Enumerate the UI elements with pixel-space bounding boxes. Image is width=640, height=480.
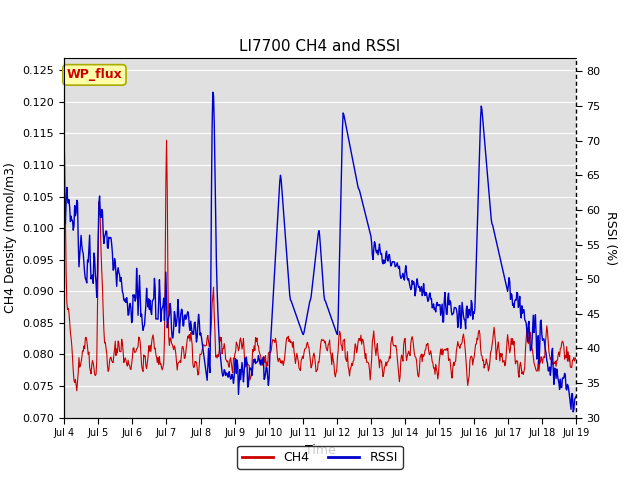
Y-axis label: RSSI (%): RSSI (%) [604, 211, 617, 264]
X-axis label: Time: Time [305, 444, 335, 456]
Legend: CH4, RSSI: CH4, RSSI [237, 446, 403, 469]
Title: LI7700 CH4 and RSSI: LI7700 CH4 and RSSI [239, 39, 401, 54]
Text: WP_flux: WP_flux [67, 68, 122, 82]
Y-axis label: CH4 Density (mmol/m3): CH4 Density (mmol/m3) [4, 162, 17, 313]
